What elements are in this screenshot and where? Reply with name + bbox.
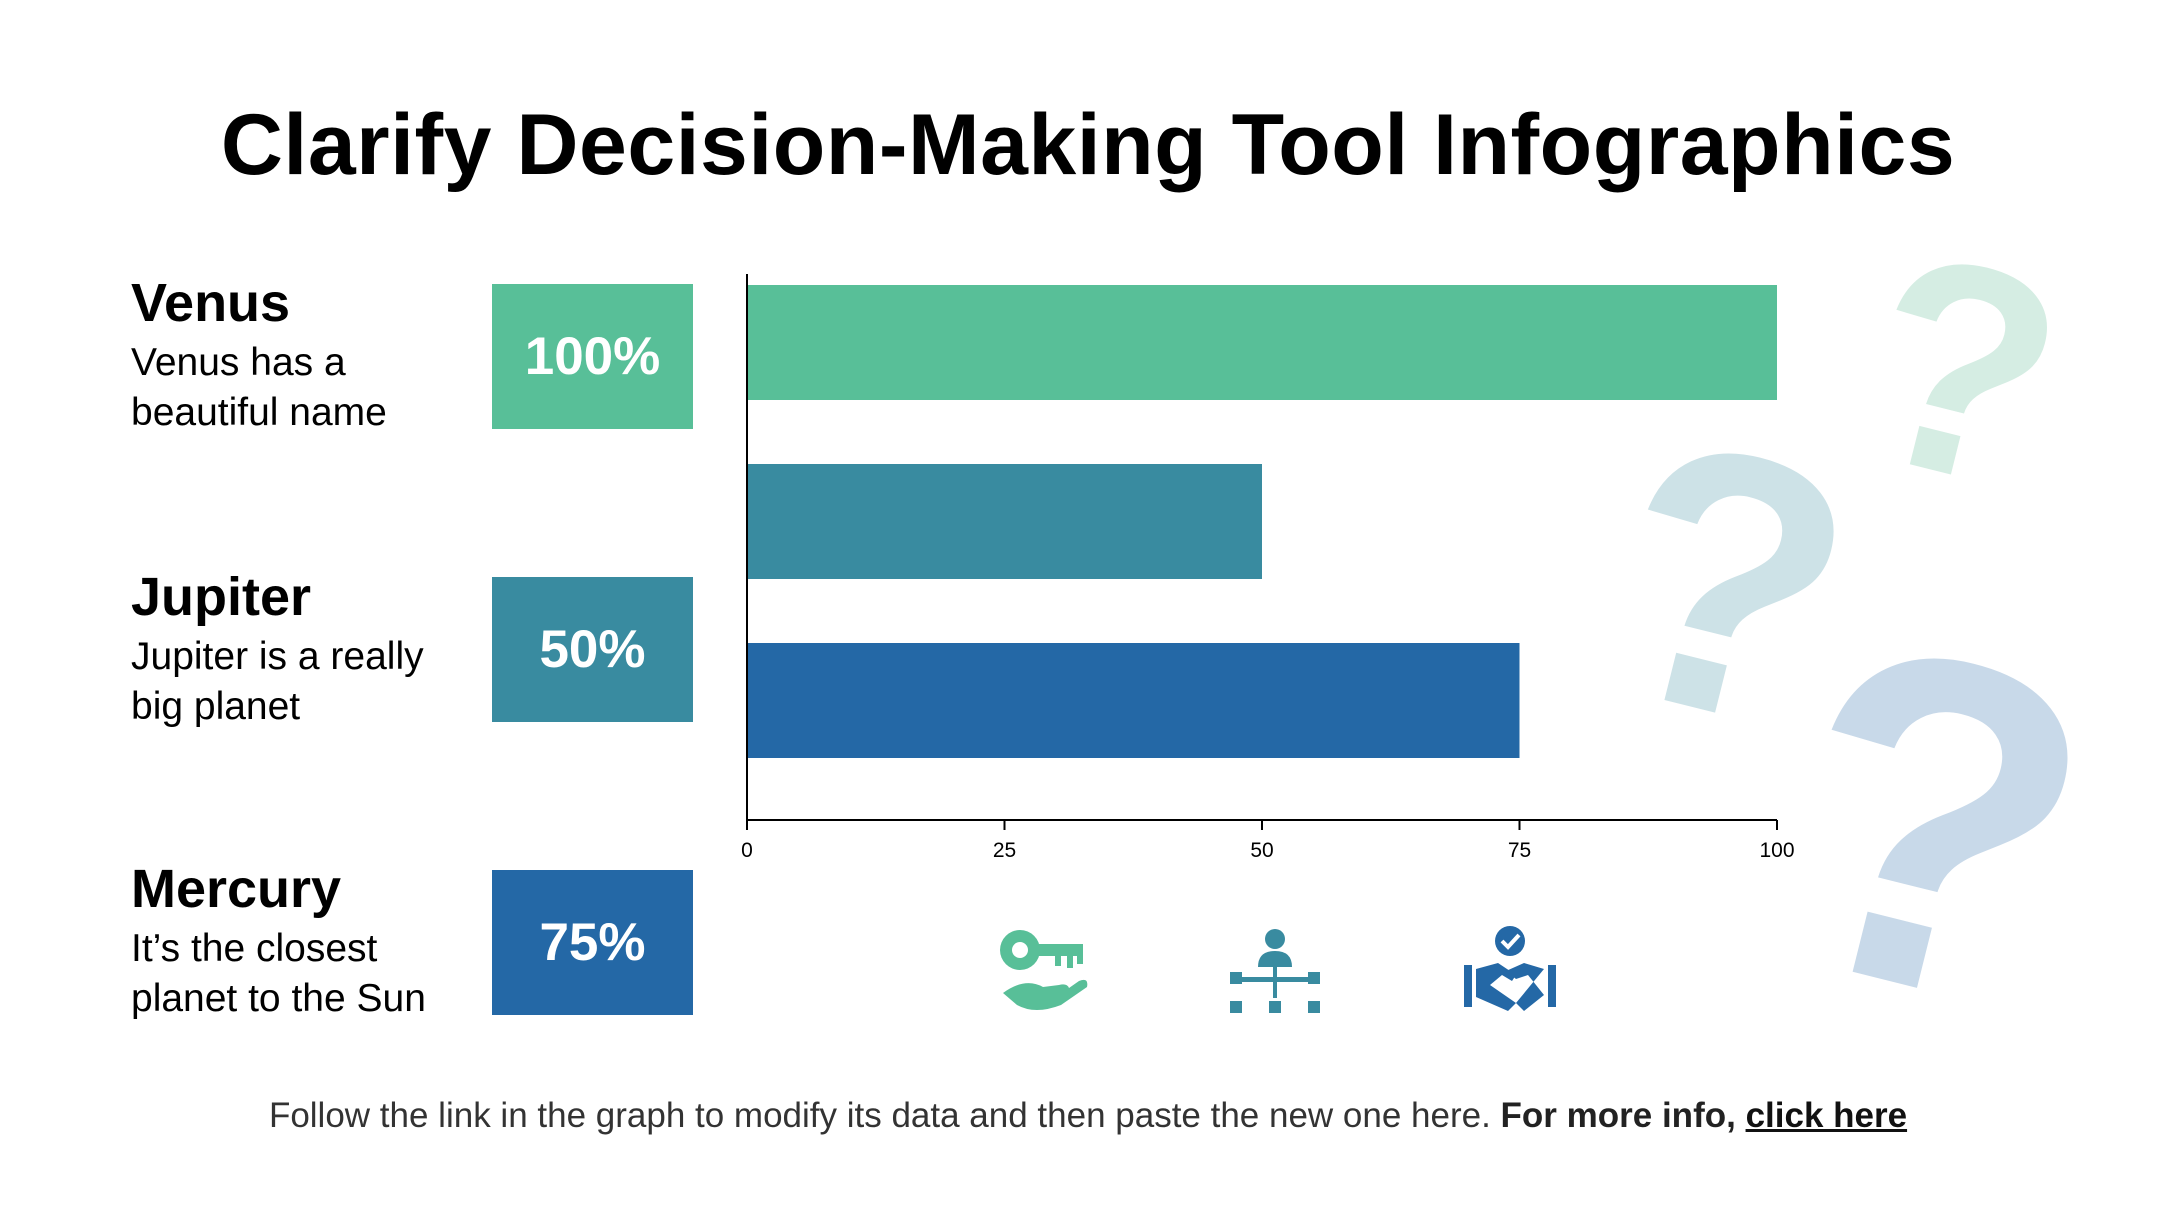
footer-note: Follow the link in the graph to modify i…: [0, 1093, 2160, 1139]
x-tick-label: 0: [741, 839, 753, 862]
footer-text: Follow the link in the graph to modify i…: [268, 1096, 1491, 1135]
click-here-link[interactable]: click here: [1745, 1096, 1908, 1135]
bar-2: [747, 643, 1520, 758]
page-title: Clarify Decision-Making Tool Infographic…: [220, 97, 1956, 193]
item-name: Venus: [131, 273, 291, 333]
x-tick-label: 75: [1508, 839, 1531, 862]
x-tick-label: 50: [1250, 839, 1273, 862]
badge-venus: 100%: [492, 284, 693, 429]
bar-1: [747, 464, 1262, 579]
footer-strong: For more info,: [1500, 1096, 1736, 1135]
item-venus: Venus Venus has a beautiful name: [131, 272, 491, 438]
badge-mercury: 75%: [492, 870, 693, 1015]
badge-jupiter: 50%: [492, 577, 693, 722]
x-tick-label: 25: [993, 839, 1016, 862]
item-desc-line2: planet to the Sun: [131, 977, 426, 1020]
x-tick-label: 100: [1759, 839, 1794, 862]
bar-chart: 0 25 50 75 100: [741, 274, 1795, 862]
item-desc-line2: big planet: [131, 685, 301, 728]
item-desc-line1: Venus has a: [131, 341, 346, 384]
bar-0: [747, 285, 1777, 400]
org-chart-icon: [1230, 929, 1320, 1013]
item-name: Mercury: [131, 859, 342, 919]
handshake-check-icon: [1464, 926, 1556, 1011]
item-desc-line1: It’s the closest: [131, 927, 378, 970]
item-mercury: Mercury It’s the closest planet to the S…: [131, 858, 491, 1024]
item-desc-line1: Jupiter is a really: [131, 635, 424, 678]
key-hand-icon: [1000, 930, 1088, 1010]
item-jupiter: Jupiter Jupiter is a really big planet: [131, 566, 491, 732]
item-name: Jupiter: [131, 567, 312, 627]
item-desc-line2: beautiful name: [131, 391, 387, 434]
